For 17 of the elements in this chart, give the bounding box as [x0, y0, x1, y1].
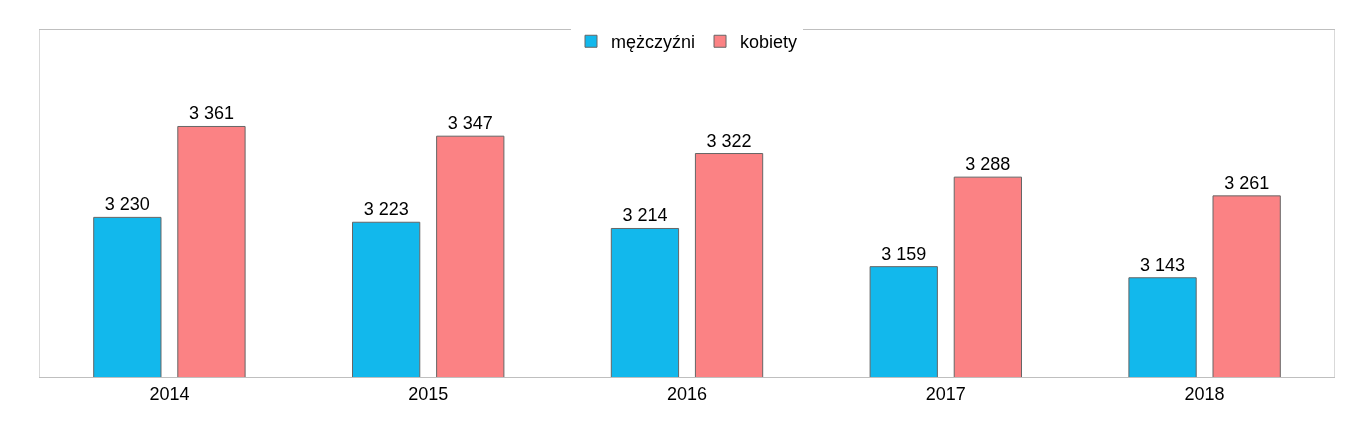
data-label: 3 322 [706, 130, 752, 151]
x-tick-label: 2014 [149, 383, 190, 404]
data-label: 3 361 [188, 103, 234, 124]
data-label: 3 223 [363, 199, 409, 220]
data-label: 3 214 [622, 205, 668, 226]
data-label: 3 347 [447, 113, 493, 134]
data-label: 3 230 [104, 194, 150, 215]
x-tick-label: 2018 [1184, 383, 1225, 404]
legend-label: kobiety [740, 32, 798, 53]
data-label: 3 288 [965, 154, 1011, 175]
data-label: 3 159 [881, 243, 927, 264]
x-tick-label: 2015 [408, 383, 449, 404]
data-label: 3 143 [1140, 254, 1186, 275]
x-tick-label: 2017 [925, 383, 966, 404]
data-label: 3 261 [1224, 172, 1270, 193]
legend-label: mężczyźni [611, 32, 696, 53]
x-tick-label: 2016 [666, 383, 708, 404]
